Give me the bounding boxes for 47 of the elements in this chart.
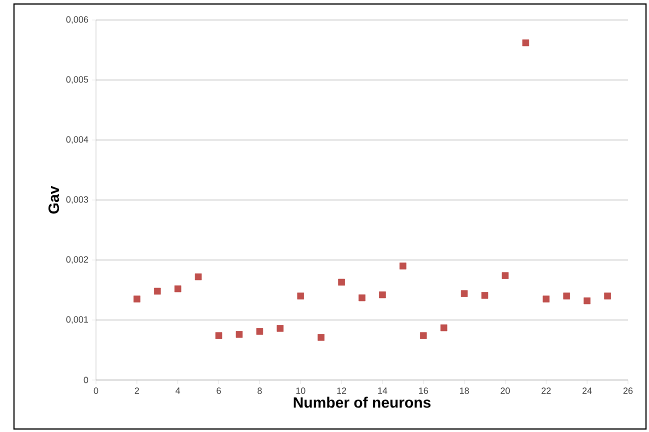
point xyxy=(584,297,590,304)
x-tick-label: 26 xyxy=(623,388,633,394)
x-tick-label: 2 xyxy=(134,388,139,394)
y-tick-label: 0,003 xyxy=(66,196,88,204)
point xyxy=(134,296,140,302)
point xyxy=(400,262,406,270)
point xyxy=(379,291,386,298)
y-tick-label: 0,006 xyxy=(66,16,88,24)
y-tick-label: 0,002 xyxy=(66,256,88,264)
x-tick-label: 18 xyxy=(460,388,469,394)
point xyxy=(440,324,448,332)
x-tick-label: 16 xyxy=(419,388,428,394)
y-tick-label: 0,001 xyxy=(66,316,88,324)
x-tick-label: 12 xyxy=(337,388,346,394)
point xyxy=(318,334,324,341)
point xyxy=(460,290,468,297)
point xyxy=(297,292,304,300)
point xyxy=(522,39,530,46)
point xyxy=(604,292,611,300)
y-tick-label: 0,005 xyxy=(66,76,88,84)
point xyxy=(563,292,570,300)
x-tick-label: 14 xyxy=(378,388,388,394)
point xyxy=(502,272,509,279)
y-tick-label: 0,004 xyxy=(66,136,88,144)
point xyxy=(542,296,550,302)
x-tick-label: 22 xyxy=(542,388,551,394)
point xyxy=(256,328,264,335)
x-tick-label: 20 xyxy=(500,388,510,394)
point xyxy=(154,288,161,295)
x-tick-label: 6 xyxy=(216,388,221,394)
point xyxy=(174,285,182,292)
x-tick-label: 0 xyxy=(94,388,98,394)
x-tick-label: 8 xyxy=(258,388,262,394)
point xyxy=(358,294,366,302)
point xyxy=(215,332,222,339)
point xyxy=(194,273,202,280)
point xyxy=(236,331,243,338)
x-tick-label: 10 xyxy=(296,388,306,394)
x-axis-title: Number of neurons xyxy=(294,396,431,408)
x-tick-label: 4 xyxy=(176,388,180,394)
point xyxy=(338,278,345,286)
x-tick-label: 24 xyxy=(582,388,592,394)
point xyxy=(420,332,427,339)
point xyxy=(276,325,284,332)
y-tick-label: 0 xyxy=(84,376,88,384)
point xyxy=(481,292,488,299)
y-axis-title: Gav xyxy=(48,186,60,214)
